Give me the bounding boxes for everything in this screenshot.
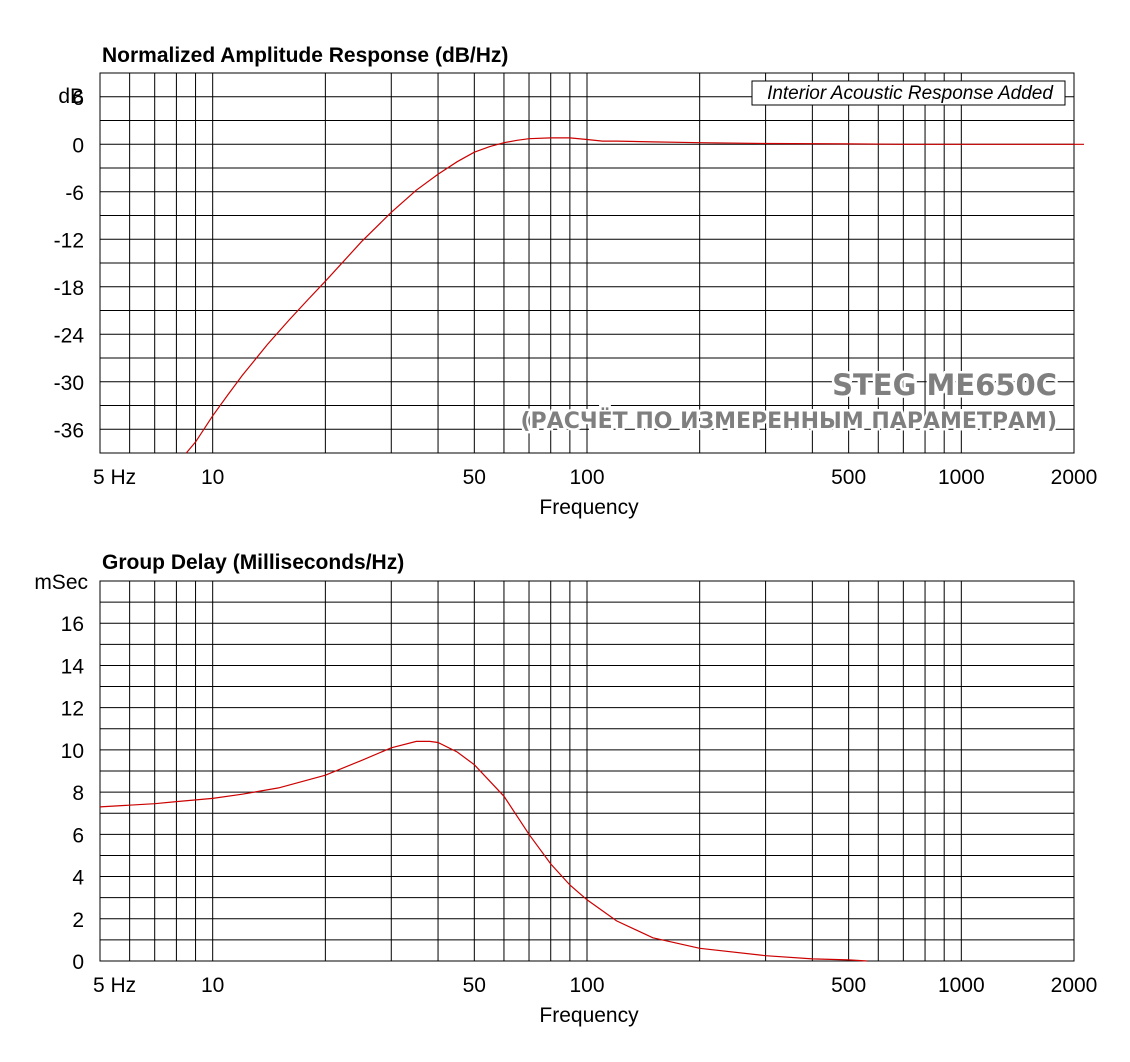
y-tick-label: 10 xyxy=(61,740,84,763)
annotation-box: Interior Acoustic Response Added xyxy=(751,80,1066,106)
y-tick-label: -36 xyxy=(54,419,84,442)
x-tick-label: 2000 xyxy=(1051,974,1098,997)
x-tick-label: 5 Hz xyxy=(93,974,136,997)
x-tick-label: 50 xyxy=(463,974,486,997)
watermark-title: STEG ME650C xyxy=(832,368,1057,402)
amplitude-series-line xyxy=(185,137,1084,454)
y-tick-label: 0 xyxy=(72,951,84,974)
amplitude-x-tick-labels: 5 Hz 10 50 100 500 1000 2000 xyxy=(93,466,1097,489)
y-tick-label: -18 xyxy=(54,277,84,300)
y-tick-label: 0 xyxy=(72,134,84,157)
y-tick-label: -12 xyxy=(54,229,84,252)
plot-frame xyxy=(99,72,1075,454)
x-tick-label: 100 xyxy=(569,466,604,489)
x-tick-label: 10 xyxy=(201,466,224,489)
y-tick-label: 6 xyxy=(72,87,84,110)
x-tick-label: 1000 xyxy=(938,466,985,489)
y-tick-label: -6 xyxy=(65,182,84,205)
y-tick-label: 12 xyxy=(61,698,84,721)
annotation-text: Interior Acoustic Response Added xyxy=(767,83,1054,104)
y-tick-label: -24 xyxy=(54,324,85,347)
x-tick-label: 100 xyxy=(569,974,604,997)
y-tick-label: 14 xyxy=(61,655,85,678)
group-delay-grid xyxy=(99,580,1075,962)
amplitude-title: Normalized Amplitude Response (dB/Hz) xyxy=(102,44,508,67)
y-tick-label: 8 xyxy=(72,782,84,805)
amplitude-y-unit: dB xyxy=(58,85,84,108)
group-delay-title: Group Delay (Milliseconds/Hz) xyxy=(102,551,404,574)
y-tick-label: 16 xyxy=(61,613,84,636)
watermark-subtitle: (РАСЧЁТ ПО ИЗМЕРЕННЫМ ПАРАМЕТРАМ) xyxy=(521,408,1058,434)
amplitude-grid xyxy=(99,72,1075,454)
x-tick-label: 2000 xyxy=(1051,466,1098,489)
x-tick-label: 1000 xyxy=(938,974,985,997)
plot-frame xyxy=(99,580,1075,962)
amplitude-x-axis-label: Frequency xyxy=(539,496,639,519)
group-delay-series-line xyxy=(99,740,868,962)
x-tick-label: 10 xyxy=(201,974,224,997)
x-tick-label: 50 xyxy=(463,466,486,489)
group-delay-x-tick-labels: 5 Hz 10 50 100 500 1000 2000 xyxy=(93,974,1097,997)
y-tick-label: 6 xyxy=(72,824,84,847)
x-tick-label: 500 xyxy=(831,466,866,489)
group-delay-x-axis-label: Frequency xyxy=(539,1004,639,1027)
group-delay-y-tick-labels: 16 14 12 10 8 6 4 2 0 xyxy=(61,613,85,974)
y-tick-label: 4 xyxy=(72,867,84,890)
group-delay-chart: Group Delay (Milliseconds/Hz) mSec 16141… xyxy=(34,551,1097,1027)
amplitude-y-tick-labels: 6 0 -6 -12 -18 -24 -30 -36 xyxy=(54,87,85,443)
watermark: STEG ME650C (РАСЧЁТ ПО ИЗМЕРЕННЫМ ПАРАМЕ… xyxy=(518,366,1060,437)
y-tick-label: 2 xyxy=(72,909,84,932)
group-delay-y-unit: mSec xyxy=(34,571,88,594)
y-tick-label: -30 xyxy=(54,372,84,395)
x-tick-label: 500 xyxy=(831,974,866,997)
x-tick-label: 5 Hz xyxy=(93,466,136,489)
amplitude-chart: Normalized Amplitude Response (dB/Hz) dB… xyxy=(54,44,1098,519)
